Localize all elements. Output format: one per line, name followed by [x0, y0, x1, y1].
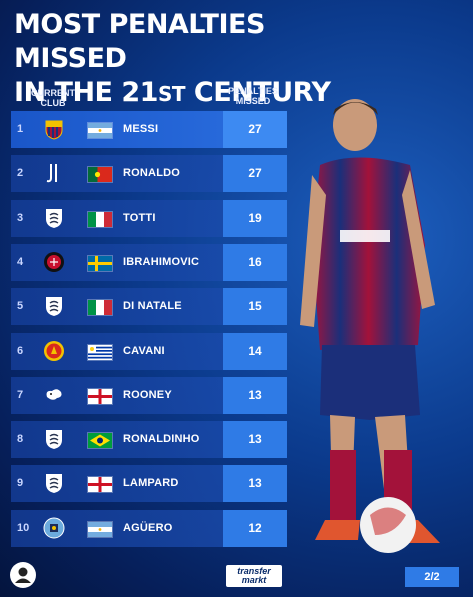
table-row: 9 LAMPARD 13 — [11, 465, 287, 503]
transfermarkt-logo: transfer markt — [226, 565, 282, 587]
table-row: 6 CAVANI 14 — [11, 332, 287, 370]
rank-number: 10 — [17, 521, 30, 534]
argentina-flag-icon — [87, 122, 113, 139]
rank-number: 7 — [17, 388, 24, 401]
italy-flag-icon — [87, 299, 113, 317]
penalties-missed-value: 12 — [223, 509, 287, 547]
player-name: TOTTI — [123, 211, 156, 224]
sweden-flag-icon — [87, 254, 113, 272]
penalties-missed-value: 15 — [223, 288, 287, 326]
derby-county-crest-icon — [43, 384, 65, 406]
italy-flag-icon — [87, 210, 113, 228]
penalties-missed-value: 27 — [223, 155, 287, 193]
generic-club-crest-icon — [43, 428, 65, 450]
england-flag-icon — [87, 476, 113, 494]
generic-club-crest-icon — [43, 295, 65, 317]
title-line-1: MOST PENALTIES MISSED — [14, 9, 265, 74]
table-row: 8 RONALDINHO 13 — [11, 421, 287, 459]
title-line-2: IN THE 21ST CENTURY — [14, 77, 331, 108]
penalties-missed-value: 13 — [223, 376, 287, 414]
table-row: 1 MESSI 27 — [11, 111, 287, 148]
penalties-missed-value: 19 — [223, 199, 287, 237]
man-united-crest-icon — [43, 340, 65, 362]
rank-number: 8 — [17, 433, 24, 446]
header-penalties-missed: PENALTIES MISSED — [228, 86, 278, 106]
player-name: RONALDINHO — [123, 433, 200, 446]
table-row: 4 IBRAHIMOVIC 16 — [11, 243, 287, 281]
penalties-missed-value: 13 — [223, 465, 287, 503]
brazil-flag-icon — [87, 432, 113, 450]
argentina-flag-icon — [87, 520, 113, 538]
rank-number: 6 — [17, 344, 24, 357]
user-icon — [15, 567, 31, 583]
player-name: LAMPARD — [123, 477, 179, 490]
rank-number: 9 — [17, 477, 24, 490]
uruguay-flag-icon — [87, 343, 113, 361]
table-row: 3 TOTTI 19 — [11, 199, 287, 237]
table-row: 2 RONALDO 27 — [11, 155, 287, 193]
table-row: 5 DI NATALE 15 — [11, 288, 287, 326]
page-title: MOST PENALTIES MISSED IN THE 21ST CENTUR… — [14, 8, 344, 111]
england-flag-icon — [87, 387, 113, 405]
rank-number: 2 — [17, 167, 24, 180]
rank-number: 5 — [17, 300, 24, 313]
penalties-missed-value: 13 — [223, 421, 287, 459]
player-name: DI NATALE — [123, 300, 182, 313]
fc-barcelona-crest-icon — [43, 118, 65, 140]
player-name: AGÜERO — [123, 521, 173, 534]
rank-number: 3 — [17, 211, 24, 224]
player-photo — [300, 99, 440, 553]
penalties-missed-value: 27 — [223, 111, 287, 148]
portugal-flag-icon — [87, 166, 113, 184]
man-city-crest-icon — [43, 517, 65, 539]
rank-number: 1 — [17, 123, 24, 135]
user-avatar[interactable] — [10, 562, 36, 588]
header-current-club: CURRENT CLUB — [31, 88, 75, 108]
generic-club-crest-icon — [43, 207, 65, 229]
player-name: MESSI — [123, 123, 159, 135]
penalties-missed-value: 14 — [223, 332, 287, 370]
player-name: CAVANI — [123, 344, 165, 357]
ac-milan-crest-icon — [43, 251, 65, 273]
penalties-missed-value: 16 — [223, 243, 287, 281]
generic-club-crest-icon — [43, 472, 65, 494]
table-row: 7 ROONEY 13 — [11, 376, 287, 414]
player-name: IBRAHIMOVIC — [123, 255, 200, 268]
juventus-crest-icon — [43, 162, 65, 184]
table-row: 10 AGÜERO 12 — [11, 509, 287, 547]
player-name: ROONEY — [123, 388, 172, 401]
page-indicator: 2/2 — [405, 567, 459, 587]
player-name: RONALDO — [123, 167, 181, 180]
rank-number: 4 — [17, 255, 24, 268]
